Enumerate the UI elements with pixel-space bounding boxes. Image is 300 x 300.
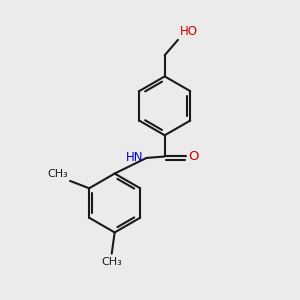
Text: CH₃: CH₃ [101, 256, 122, 267]
Text: HN: HN [125, 152, 143, 164]
Text: CH₃: CH₃ [48, 169, 69, 179]
Text: HO: HO [180, 25, 198, 38]
Text: O: O [188, 150, 199, 163]
